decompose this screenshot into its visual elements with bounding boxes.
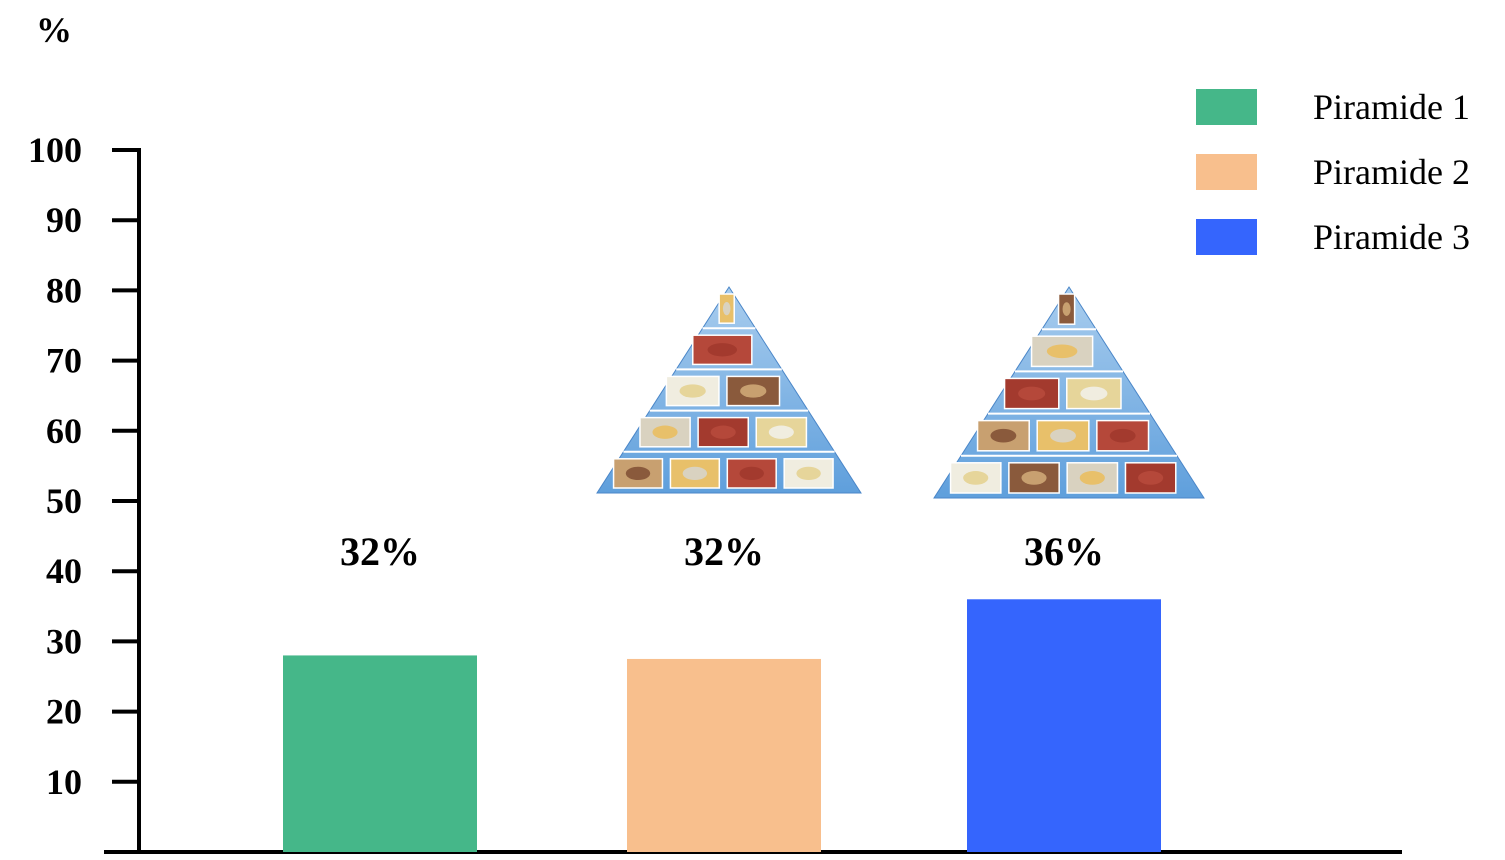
y-tick-label: 90 [46, 200, 82, 240]
legend-label: Piramide 1 [1313, 87, 1470, 127]
bars [283, 599, 1161, 852]
y-axis-unit-label: % [36, 10, 72, 50]
food-pyramid-3-image [933, 286, 1205, 499]
y-tick-label: 20 [46, 692, 82, 732]
y-axis-ticks: 10 20 30 40 50 60 70 80 90 100 [28, 130, 139, 802]
legend-swatch [1196, 154, 1257, 190]
legend-label: Piramide 2 [1313, 152, 1470, 192]
legend-swatch [1196, 89, 1257, 125]
pyramid-images [596, 286, 1205, 499]
legend: Piramide 1 Piramide 2 Piramide 3 [1196, 87, 1470, 257]
y-tick-label: 80 [46, 270, 82, 310]
y-tick-label: 70 [46, 341, 82, 381]
legend-swatch [1196, 219, 1257, 255]
data-label: 32% [684, 529, 764, 574]
food-pyramid-2-image [596, 286, 862, 494]
legend-label: Piramide 3 [1313, 217, 1470, 257]
data-labels: 32% 32% 36% [340, 529, 1104, 574]
y-tick-label: 10 [46, 762, 82, 802]
y-tick-label: 30 [46, 621, 82, 661]
bar-piramide-3 [967, 599, 1161, 852]
y-tick-label: 50 [46, 481, 82, 521]
y-tick-label: 100 [28, 130, 82, 170]
data-label: 36% [1024, 529, 1104, 574]
bar-piramide-2 [627, 658, 821, 852]
data-label: 32% [340, 529, 420, 574]
bar-piramide-1 [283, 655, 477, 852]
y-tick-label: 40 [46, 551, 82, 591]
y-tick-label: 60 [46, 411, 82, 451]
